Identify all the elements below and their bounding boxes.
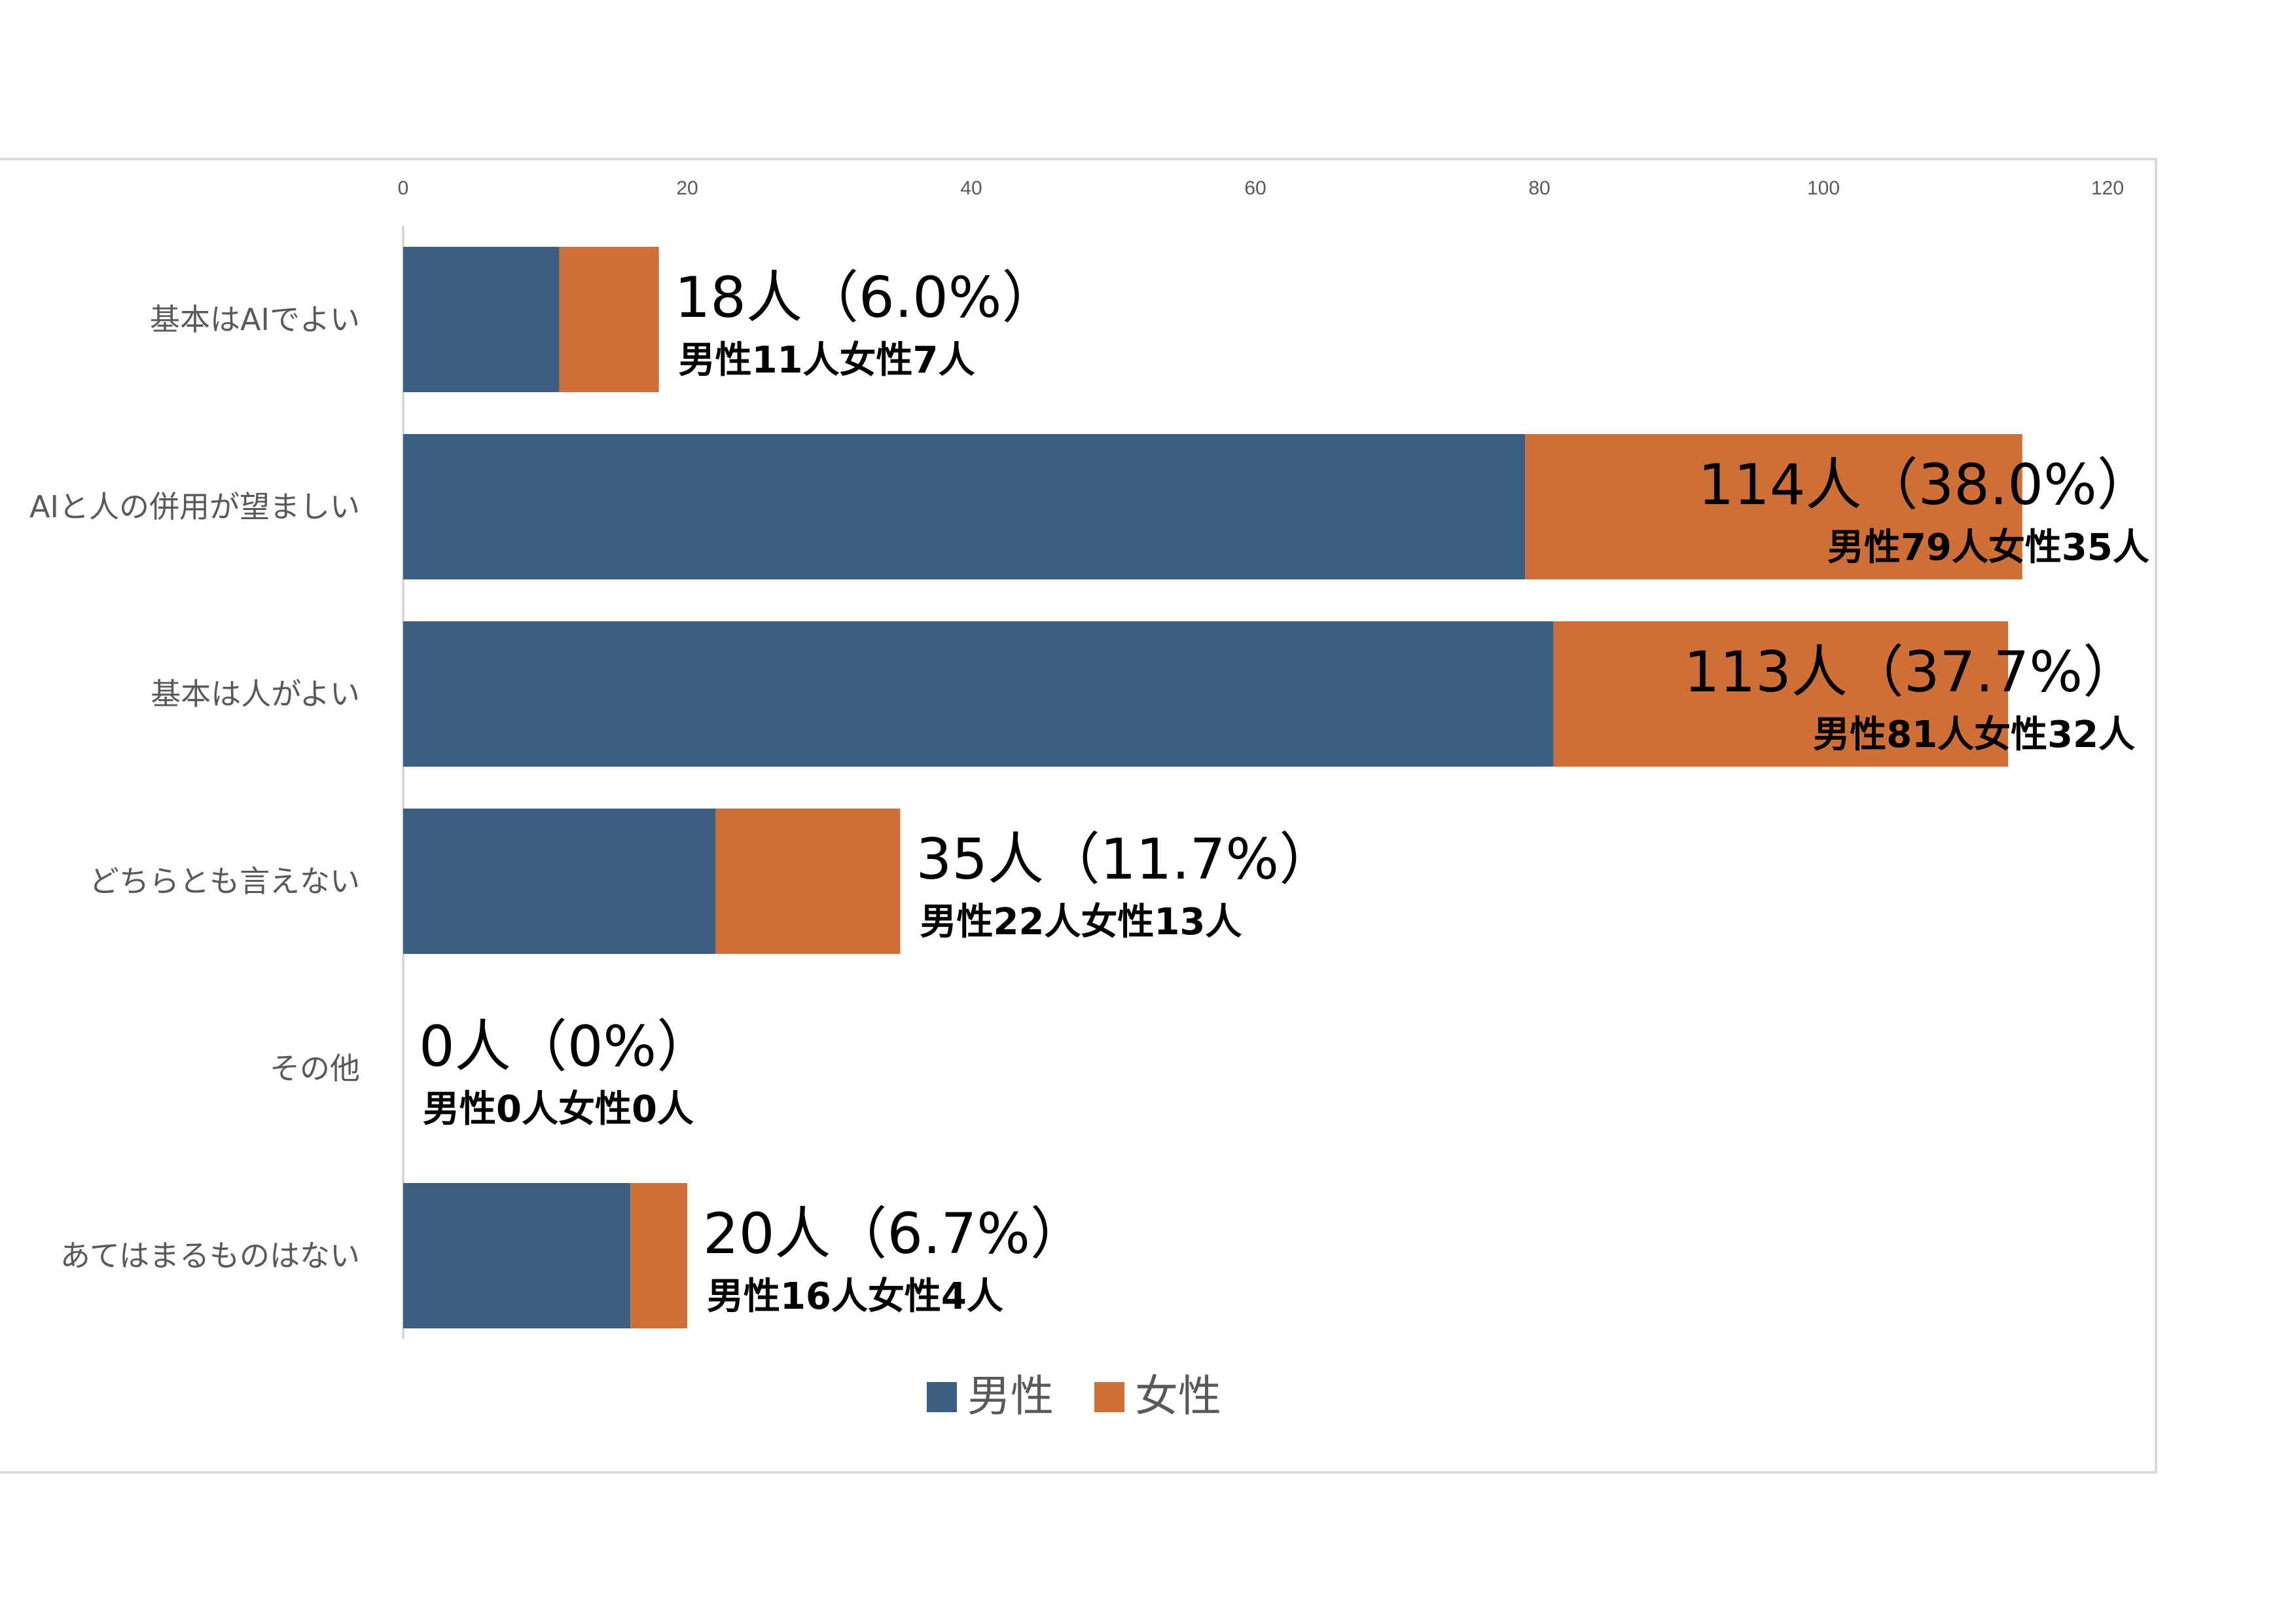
category-label: 基本は人がよい — [151, 676, 360, 712]
category-label: あてはまるものはない — [60, 1238, 360, 1273]
bar-segment-male — [403, 434, 1526, 579]
data-label-total: 114人（38.0%） — [1698, 452, 2153, 518]
stacked-bar-chart: 0 20 40 60 80 100 120 基本はAIでよい 18人（6.0%） 男性11人女性7… — [29, 177, 2153, 1421]
data-label-total: 113人（37.7%） — [1684, 640, 2139, 705]
bar-segment-female — [715, 809, 901, 954]
x-tick-label: 40 — [960, 177, 982, 199]
category-label: その他 — [270, 1051, 360, 1086]
data-label-breakdown: 男性16人女性4人 — [707, 1275, 1003, 1318]
data-label-total: 0人（0%） — [419, 1014, 713, 1080]
data-label-breakdown: 男性81人女性32人 — [1813, 714, 2135, 756]
data-label-total: 18人（6.0%） — [675, 265, 1058, 331]
category-label: 基本はAIでよい — [150, 302, 360, 337]
x-tick-label: 0 — [398, 177, 409, 199]
x-tick-label: 20 — [676, 177, 698, 199]
category-label: どちらとも言えない — [89, 864, 360, 899]
x-tick-label: 120 — [2091, 177, 2124, 199]
bar-segment-male — [403, 809, 716, 954]
category-label: AIと人の併用が望ましい — [29, 489, 360, 524]
data-label-total: 20人（6.7%） — [703, 1201, 1086, 1267]
bar-segment-male — [403, 247, 560, 392]
bar-segment-male — [403, 621, 1554, 767]
bar-segment-female — [630, 1183, 687, 1328]
data-label-breakdown: 男性79人女性35人 — [1827, 526, 2149, 569]
data-label-breakdown: 男性11人女性7人 — [679, 339, 975, 382]
legend-label: 男性 — [967, 1371, 1054, 1421]
chart-frame: 0 20 40 60 80 100 120 基本はAIでよい 18人（6.0%） 男性11人女性7… — [0, 158, 2157, 1474]
data-label-breakdown: 男性0人女性0人 — [423, 1088, 694, 1131]
data-label-total: 35人（11.7%） — [916, 827, 1336, 892]
x-tick-label: 100 — [1807, 177, 1840, 199]
bar-segment-female — [559, 247, 659, 392]
x-tick-label: 80 — [1528, 177, 1550, 199]
bar-segment-female — [1525, 434, 2022, 579]
legend-swatch — [927, 1382, 957, 1412]
bar-segment-male — [403, 1183, 631, 1328]
x-tick-label: 60 — [1244, 177, 1266, 199]
legend-swatch — [1094, 1382, 1124, 1412]
data-label-breakdown: 男性22人女性13人 — [920, 901, 1242, 943]
bar-segment-female — [1553, 621, 2009, 767]
legend-label: 女性 — [1135, 1371, 1221, 1421]
